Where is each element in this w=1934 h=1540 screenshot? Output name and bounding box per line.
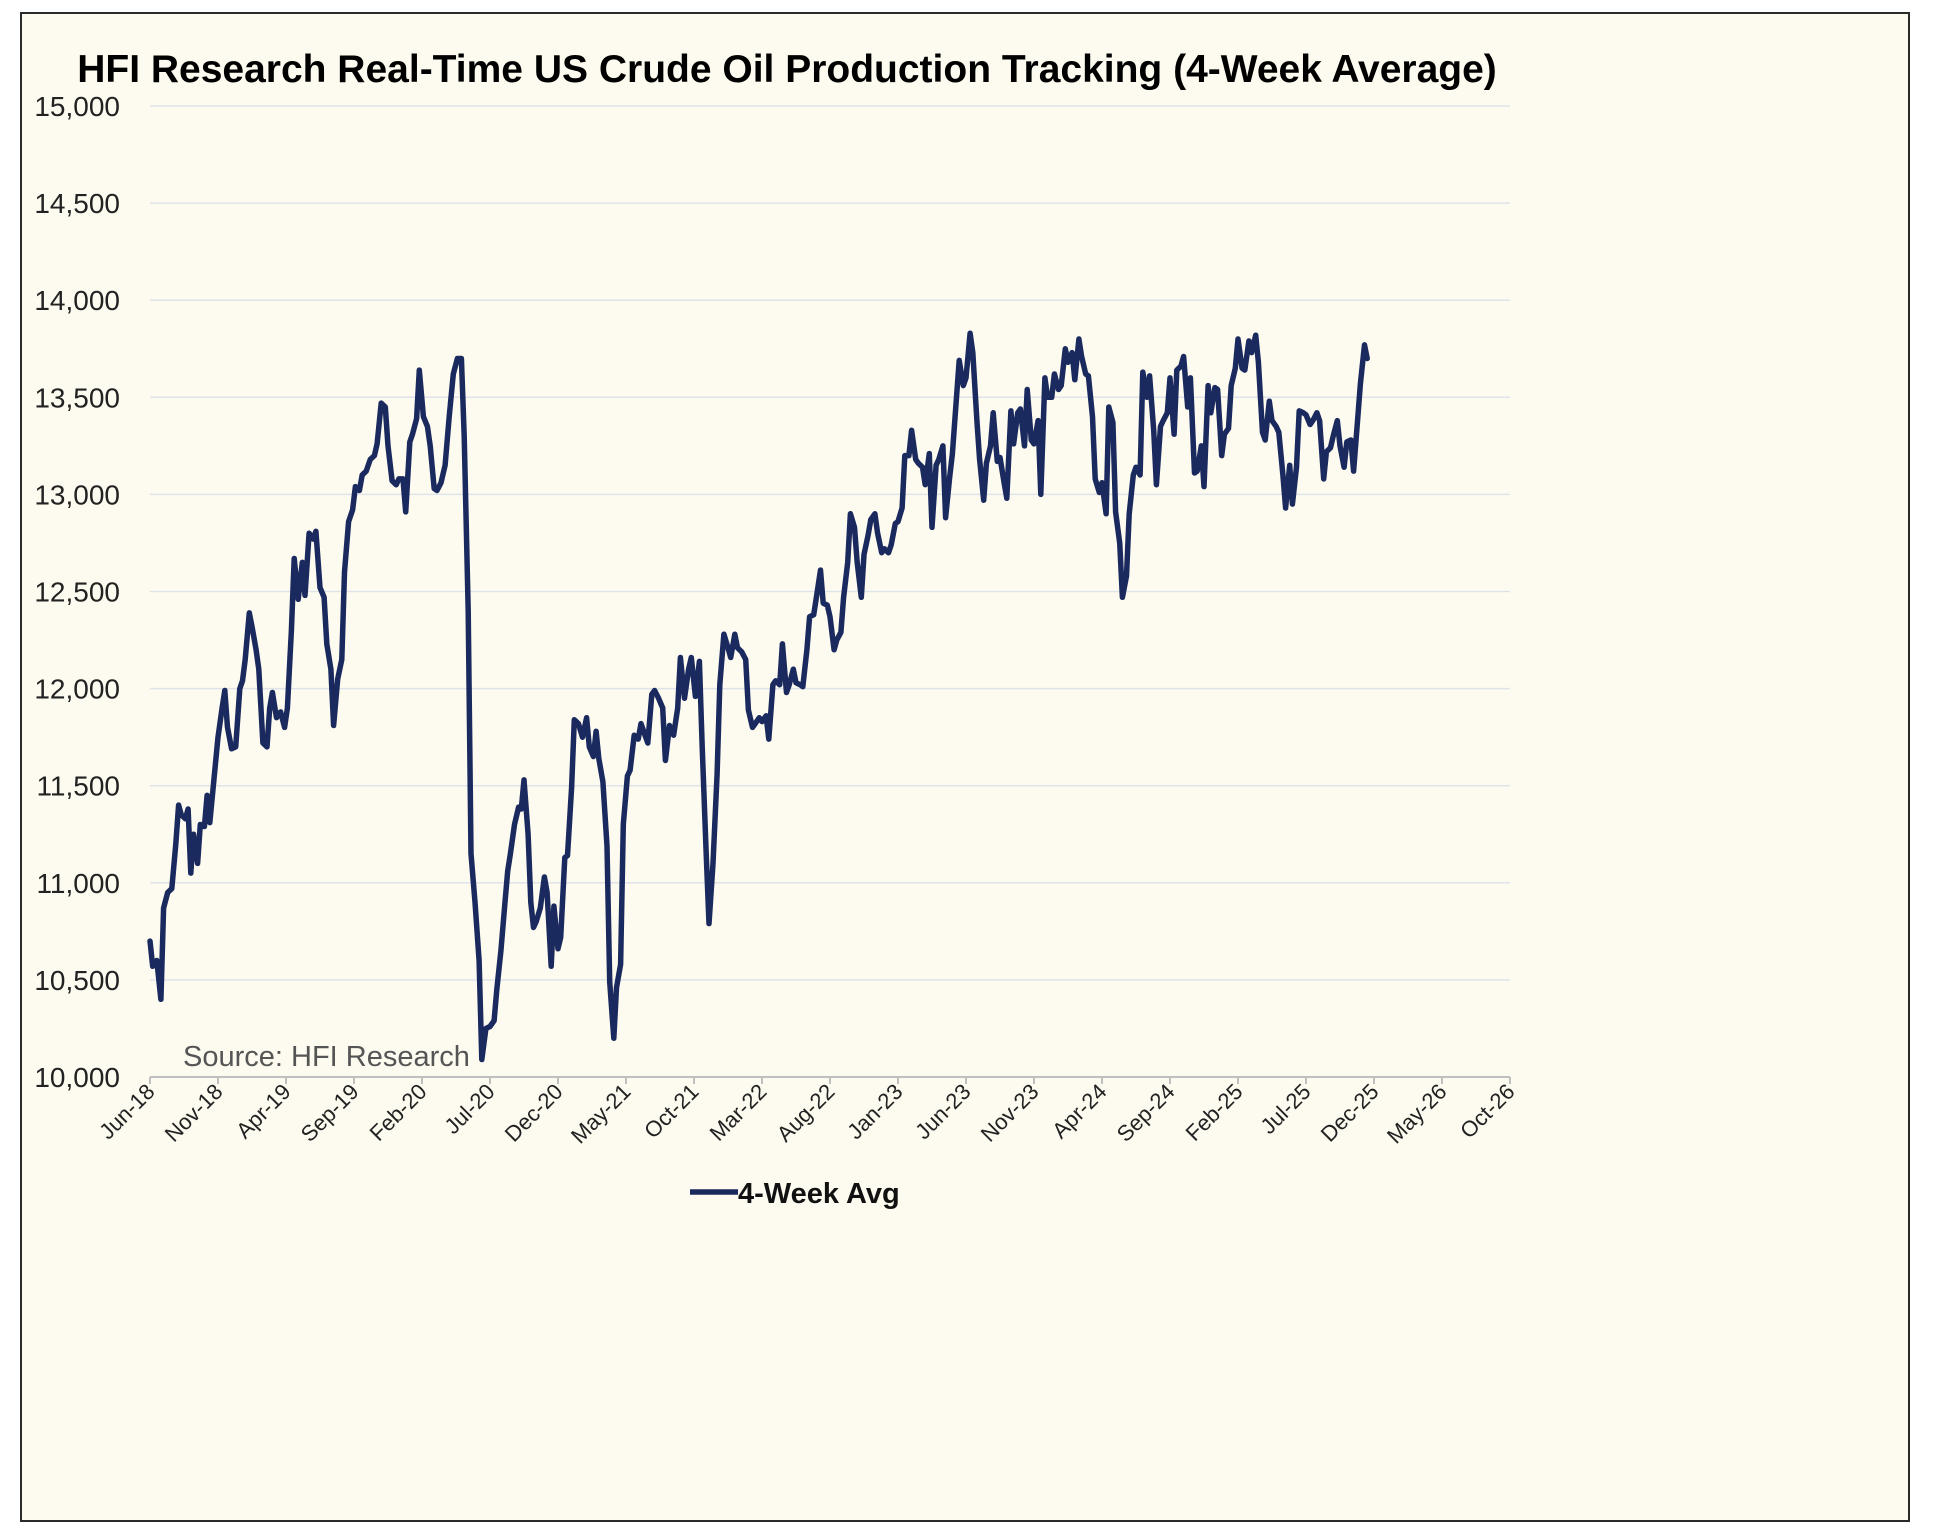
y-tick-label: 11,500 bbox=[36, 771, 120, 802]
x-tick-label: Nov-18 bbox=[160, 1079, 228, 1147]
x-tick-label: Sep-19 bbox=[296, 1079, 364, 1147]
y-tick-label: 10,000 bbox=[34, 1062, 120, 1093]
y-tick-label: 15,000 bbox=[34, 91, 120, 122]
x-tick-label: Feb-20 bbox=[365, 1079, 432, 1146]
y-tick-label: 14,500 bbox=[34, 188, 120, 219]
series-line-4-week-avg bbox=[147, 330, 1370, 1063]
y-tick-label: 13,500 bbox=[34, 382, 120, 413]
x-tick-label: May-21 bbox=[566, 1079, 636, 1149]
y-axis-ticks: 10,000 10,500 11,000 11,500 12,000 12,500 13,0… bbox=[34, 91, 120, 1093]
chart-frame: HFI Research Real-Time US Crude Oil Prod… bbox=[20, 12, 1910, 1522]
x-tick-label: May-26 bbox=[1382, 1079, 1452, 1149]
chart-svg: HFI Research Real-Time US Crude Oil Prod… bbox=[34, 48, 1520, 1210]
x-tick-label: Sep-24 bbox=[1112, 1079, 1180, 1147]
x-tick-label: Jul-20 bbox=[439, 1079, 499, 1139]
x-tick-label: Dec-20 bbox=[500, 1079, 568, 1147]
x-tick-label: Aug-22 bbox=[772, 1079, 840, 1147]
x-tick-label: Nov-23 bbox=[976, 1079, 1044, 1147]
x-tick-label: Jun-23 bbox=[910, 1079, 975, 1144]
y-tick-label: 14,000 bbox=[34, 285, 120, 316]
source-note: Source: HFI Research bbox=[183, 1041, 470, 1073]
x-tick-label: Jan-23 bbox=[842, 1079, 907, 1144]
y-tick-label: 13,000 bbox=[34, 479, 120, 510]
x-axis-ticks: Jun-18 Nov-18 Apr-19 Sep-19 Feb-20 Jul-20 Dec-… bbox=[94, 1077, 1520, 1149]
chart-title: HFI Research Real-Time US Crude Oil Prod… bbox=[77, 48, 1497, 91]
x-tick-label: Oct-21 bbox=[639, 1079, 703, 1143]
x-tick-label: Apr-19 bbox=[231, 1079, 295, 1143]
legend: 4-Week Avg bbox=[690, 1178, 900, 1210]
x-tick-label: Oct-26 bbox=[1455, 1079, 1519, 1143]
x-tick-label: Dec-25 bbox=[1316, 1079, 1384, 1147]
y-tick-label: 10,500 bbox=[34, 965, 120, 996]
x-tick-label: Mar-22 bbox=[705, 1079, 772, 1146]
legend-label: 4-Week Avg bbox=[738, 1178, 900, 1210]
x-tick-label: Jul-25 bbox=[1255, 1079, 1315, 1139]
y-tick-label: 12,500 bbox=[34, 577, 120, 608]
x-tick-label: Apr-24 bbox=[1047, 1079, 1111, 1143]
gridlines bbox=[150, 105, 1510, 981]
x-tick-label: Feb-25 bbox=[1181, 1079, 1248, 1146]
y-tick-label: 12,000 bbox=[34, 674, 120, 705]
y-tick-label: 11,000 bbox=[36, 868, 120, 899]
